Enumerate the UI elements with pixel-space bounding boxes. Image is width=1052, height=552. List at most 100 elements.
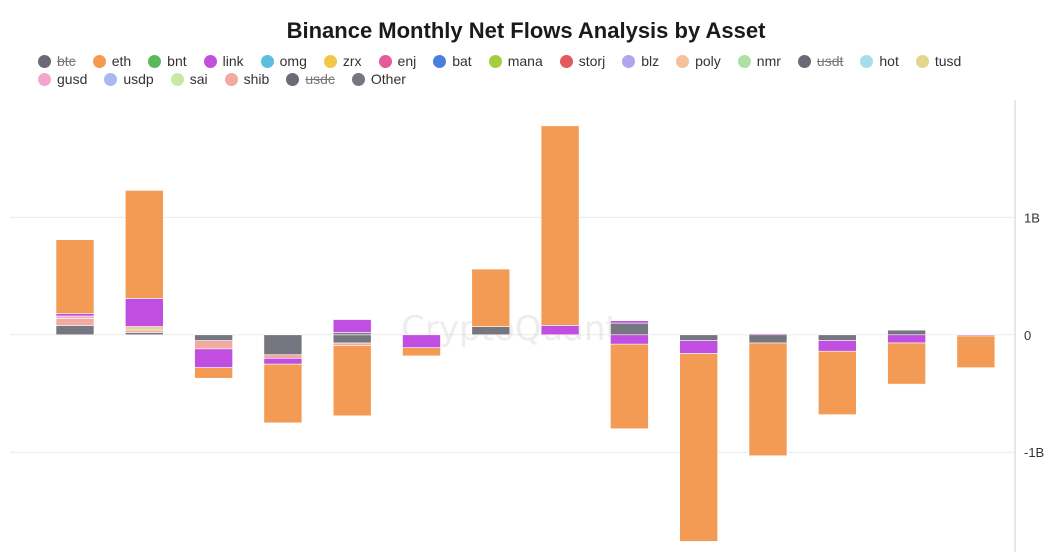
bar-segment-link[interactable] bbox=[263, 357, 303, 365]
legend-swatch-icon bbox=[378, 54, 392, 68]
bar-stack[interactable] bbox=[887, 329, 926, 385]
legend-label: blz bbox=[641, 53, 660, 69]
bar-segment-other[interactable] bbox=[332, 332, 372, 336]
bar-segment-eth[interactable] bbox=[263, 363, 303, 424]
bar-stack[interactable] bbox=[55, 239, 95, 336]
bar-stack[interactable] bbox=[125, 190, 164, 336]
y-tick-label: -1B bbox=[1024, 445, 1044, 460]
legend-item-nmr[interactable]: nmr bbox=[737, 53, 781, 69]
legend-swatch-icon bbox=[737, 54, 751, 68]
bar-segment-eth[interactable] bbox=[402, 347, 441, 357]
bar-segment-eth[interactable] bbox=[817, 350, 857, 415]
bar-stack[interactable] bbox=[471, 268, 511, 336]
bar-segment-eth[interactable] bbox=[125, 190, 164, 299]
legend-swatch-icon bbox=[323, 54, 337, 68]
bar-segment-link[interactable] bbox=[610, 334, 649, 345]
bar-segment-shib[interactable] bbox=[263, 354, 303, 359]
bar-segment-other[interactable] bbox=[194, 334, 233, 341]
bar-segment-link[interactable] bbox=[540, 325, 580, 336]
legend-item-usdt[interactable]: usdt bbox=[797, 53, 844, 69]
bar-stack[interactable] bbox=[263, 334, 303, 424]
legend-item-shib[interactable]: shib bbox=[224, 71, 269, 87]
legend-label: mana bbox=[507, 53, 543, 69]
legend-item-tusd[interactable]: tusd bbox=[915, 53, 961, 69]
y-tick-label: 0 bbox=[1024, 328, 1031, 343]
bar-segment-link[interactable] bbox=[55, 313, 95, 317]
bar-segment-shib[interactable] bbox=[194, 340, 233, 350]
legend-label: Other bbox=[370, 71, 406, 87]
bar-stack[interactable] bbox=[817, 334, 857, 415]
bar-segment-tusd[interactable] bbox=[125, 326, 164, 331]
bar-segment-other[interactable] bbox=[817, 334, 857, 341]
bar-segment-eth[interactable] bbox=[540, 125, 580, 326]
bar-segment-link[interactable] bbox=[610, 320, 649, 324]
legend-item-usdp[interactable]: usdp bbox=[104, 71, 154, 87]
bar-segment-eth[interactable] bbox=[55, 239, 95, 314]
legend-label: link bbox=[222, 53, 244, 69]
y-axis: 1B 0 -1B bbox=[1014, 100, 1044, 552]
legend-item-usdc[interactable]: usdc bbox=[286, 71, 335, 87]
bar-segment-link[interactable] bbox=[402, 334, 441, 349]
bar-segment-other[interactable] bbox=[263, 334, 303, 356]
bar-segment-eth[interactable] bbox=[471, 268, 511, 327]
bar-segment-other[interactable] bbox=[471, 326, 511, 336]
legend-item-bnt[interactable]: bnt bbox=[148, 53, 187, 69]
legend-label: enj bbox=[397, 53, 417, 69]
bar-segment-other[interactable] bbox=[887, 329, 926, 336]
legend-item-zrx[interactable]: zrx bbox=[323, 53, 362, 69]
bar-segment-other[interactable] bbox=[748, 334, 788, 344]
legend-label: gusd bbox=[57, 71, 88, 87]
bar-segment-link[interactable] bbox=[194, 348, 233, 368]
bar-stack[interactable] bbox=[956, 334, 996, 368]
bar-stack[interactable] bbox=[679, 334, 719, 542]
bar-segment-link[interactable] bbox=[887, 334, 926, 344]
bar-segment-other[interactable] bbox=[610, 322, 649, 336]
bar-segment-eth[interactable] bbox=[956, 335, 996, 368]
legend-item-other[interactable]: Other bbox=[351, 71, 406, 87]
bar-segment-other[interactable] bbox=[55, 325, 95, 336]
legend-item-omg[interactable]: omg bbox=[260, 53, 307, 69]
bar-segment-shib[interactable] bbox=[125, 329, 164, 333]
legend-item-gusd[interactable]: gusd bbox=[38, 71, 87, 87]
bar-stack[interactable] bbox=[540, 125, 580, 336]
legend-item-btc[interactable]: btc bbox=[38, 53, 76, 69]
chart-legend: btc eth bnt link omg zrx enj bat mana storj blz pol… bbox=[38, 53, 1038, 87]
legend-item-link[interactable]: link bbox=[203, 53, 244, 69]
legend-swatch-icon bbox=[260, 54, 274, 68]
bar-segment-eth[interactable] bbox=[332, 345, 372, 417]
legend-item-enj[interactable]: enj bbox=[378, 53, 417, 69]
legend-swatch-icon bbox=[104, 72, 118, 86]
bar-stack[interactable] bbox=[194, 334, 233, 379]
legend-label: usdt bbox=[816, 53, 844, 69]
legend-item-blz[interactable]: blz bbox=[622, 53, 659, 69]
bar-segment-other[interactable] bbox=[332, 334, 372, 344]
bar-segment-gusd[interactable] bbox=[55, 315, 95, 319]
legend-item-poly[interactable]: poly bbox=[676, 53, 721, 69]
legend-item-eth[interactable]: eth bbox=[92, 53, 131, 69]
bar-stack[interactable] bbox=[402, 334, 441, 357]
legend-item-hot[interactable]: hot bbox=[860, 53, 899, 69]
legend-swatch-icon bbox=[224, 72, 238, 86]
legend-item-mana[interactable]: mana bbox=[488, 53, 543, 69]
bar-segment-eth[interactable] bbox=[887, 342, 926, 385]
bar-segment-eth[interactable] bbox=[194, 367, 233, 379]
bar-segment-eth[interactable] bbox=[610, 343, 649, 430]
bar-segment-shib[interactable] bbox=[55, 318, 95, 326]
bar-segment-link[interactable] bbox=[125, 298, 164, 327]
bar-segment-link[interactable] bbox=[332, 319, 372, 333]
bar-segment-eth[interactable] bbox=[679, 353, 719, 542]
legend-item-sai[interactable]: sai bbox=[170, 71, 208, 87]
bar-segment-shib[interactable] bbox=[332, 342, 372, 346]
bar-stack[interactable] bbox=[332, 319, 372, 417]
legend-label: usdc bbox=[305, 71, 335, 87]
bar-stack[interactable] bbox=[610, 320, 649, 430]
y-tick-label: 1B bbox=[1024, 210, 1040, 225]
bar-segment-link[interactable] bbox=[817, 340, 857, 352]
legend-item-bat[interactable]: bat bbox=[433, 53, 472, 69]
bar-stack[interactable] bbox=[748, 333, 788, 457]
bar-segment-other[interactable] bbox=[125, 332, 164, 336]
bar-segment-link[interactable] bbox=[679, 340, 719, 354]
bar-segment-other[interactable] bbox=[679, 334, 719, 341]
bar-segment-eth[interactable] bbox=[748, 342, 788, 457]
legend-item-storj[interactable]: storj bbox=[559, 53, 605, 69]
